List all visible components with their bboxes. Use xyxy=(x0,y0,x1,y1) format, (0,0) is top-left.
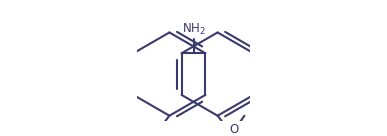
Text: O: O xyxy=(229,123,238,136)
Text: NH$_2$: NH$_2$ xyxy=(182,22,205,37)
